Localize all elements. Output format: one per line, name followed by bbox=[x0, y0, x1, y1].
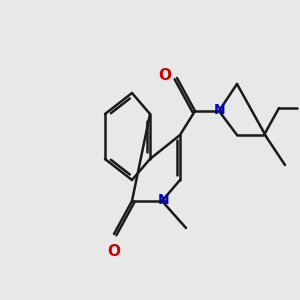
Text: O: O bbox=[159, 68, 172, 82]
Text: N: N bbox=[214, 103, 225, 116]
Text: O: O bbox=[107, 244, 121, 260]
Text: N: N bbox=[158, 193, 169, 206]
